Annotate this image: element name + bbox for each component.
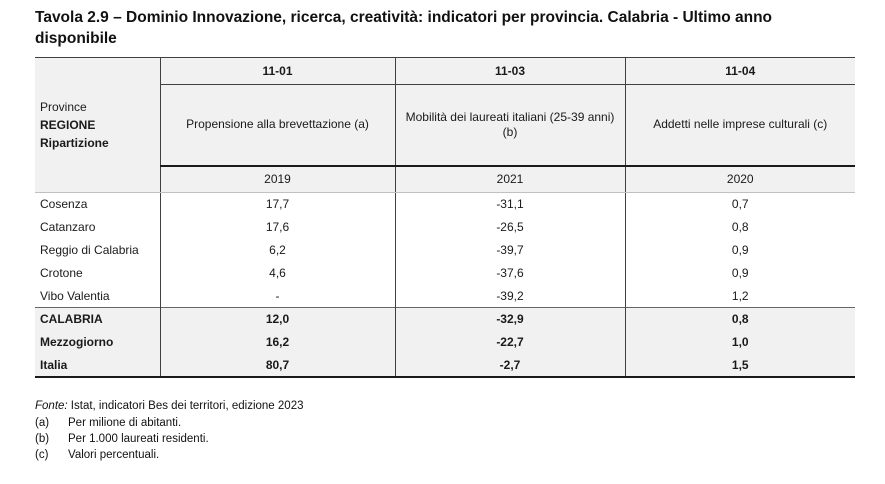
column-indicator-mobilita: Mobilità dei laureati italiani (25-39 an… [394,84,625,167]
cell-value: -37,6 [394,261,625,285]
cell-value: 1,5 [624,353,855,377]
corner-line-province: Province [40,100,87,114]
footnotes-block: Fonte: Istat, indicatori Bes dei territo… [35,398,303,463]
summary-row-mezzogiorno: Mezzogiorno 16,2 -22,7 1,0 [35,330,855,354]
table-row-catanzaro: Catanzaro 17,6 -26,5 0,8 [35,215,855,239]
indicator-text: Mobilità dei laureati italiani (25-39 an… [405,109,615,124]
footnote-key: (a) [35,417,50,429]
row-label: Mezzogiorno [35,330,160,354]
cell-value: 1,0 [624,330,855,354]
cell-value: 17,7 [159,192,395,216]
table-row-vibo-valentia: Vibo Valentia - -39,2 1,2 [35,284,855,308]
corner-line-regione: REGIONE [40,118,96,132]
footnote-key: (b) [35,433,50,445]
row-label: Italia [35,353,160,377]
header-row-indicators: Propensione alla brevettazione (a) Mobil… [35,84,855,167]
source-label: Fonte: [35,400,68,412]
footnote-text: Valori percentuali. [68,449,160,461]
footnote-a: (a) Per milione di abitanti. [35,415,303,431]
cell-value: 1,2 [624,284,855,308]
cell-value: -39,2 [394,284,625,308]
column-code-11-03: 11-03 [394,57,625,85]
column-code-11-01: 11-01 [159,57,395,85]
corner-header: Province REGIONE Ripartizione [35,57,160,193]
column-year-1: 2019 [159,165,395,193]
footnote-key: (c) [35,449,49,461]
footnote-text: Per 1.000 laureati residenti. [68,433,209,445]
cell-value: -26,5 [394,215,625,239]
cell-value: 0,8 [624,307,855,331]
cell-value: 0,9 [624,261,855,285]
cell-value: -32,9 [394,307,625,331]
cell-value: 0,8 [624,215,855,239]
cell-value: 6,2 [159,238,395,262]
source-text: Istat, indicatori Bes dei territori, edi… [67,400,304,412]
footnote-c: (c) Valori percentuali. [35,447,303,463]
cell-value: -2,7 [394,353,625,377]
cell-value: -39,7 [394,238,625,262]
cell-value: 17,6 [159,215,395,239]
indicators-table: Province REGIONE Ripartizione 11-01 11-0… [35,57,855,378]
row-label: Cosenza [40,197,88,212]
cell-value: 0,9 [624,238,855,262]
source-line: Fonte: Istat, indicatori Bes dei territo… [35,398,303,414]
cell-value: -22,7 [394,330,625,354]
table-row-cosenza: Cosenza 17,7 -31,1 0,7 [35,192,855,216]
document-title: Tavola 2.9 – Dominio Innovazione, ricerc… [35,9,773,47]
header-row-years: 2019 2021 2020 [35,165,855,193]
cell-value: 16,2 [159,330,395,354]
column-year-2: 2021 [394,165,625,193]
column-indicator-brevettazione: Propensione alla brevettazione (a) [159,84,395,167]
summary-row-calabria: CALABRIA 12,0 -32,9 0,8 [35,307,855,331]
row-label: CALABRIA [35,307,160,331]
cell-value: 80,7 [159,353,395,377]
cell-value: - [159,284,395,308]
footnote-b: (b) Per 1.000 laureati residenti. [35,431,303,447]
column-indicator-imprese-culturali: Addetti nelle imprese culturali (c) [624,84,855,167]
corner-line-ripartizione: Ripartizione [40,136,109,150]
column-year-3: 2020 [624,165,855,193]
cell-value: -31,1 [394,192,625,216]
column-code-11-04: 11-04 [624,57,855,85]
table-row-crotone: Crotone 4,6 -37,6 0,9 [35,261,855,285]
header-row-codes: Province REGIONE Ripartizione 11-01 11-0… [35,57,855,193]
cell-value: 12,0 [159,307,395,331]
row-label: Catanzaro [40,220,96,234]
row-label: Reggio di Calabria [40,243,139,257]
summary-row-italia: Italia 80,7 -2,7 1,5 [35,353,855,377]
row-label: Vibo Valentia [40,288,110,303]
footnote-text: Per milione di abitanti. [68,417,182,429]
table-row-reggio-di-calabria: Reggio di Calabria 6,2 -39,7 0,9 [35,238,855,262]
indicator-text: Propensione alla brevettazione (a) [186,117,369,132]
row-label: Crotone [40,266,83,280]
cell-value: 4,6 [159,261,395,285]
cell-value: 0,7 [624,192,855,216]
indicator-note: (b) [502,124,518,139]
indicator-text: Addetti nelle imprese culturali (c) [653,117,828,132]
